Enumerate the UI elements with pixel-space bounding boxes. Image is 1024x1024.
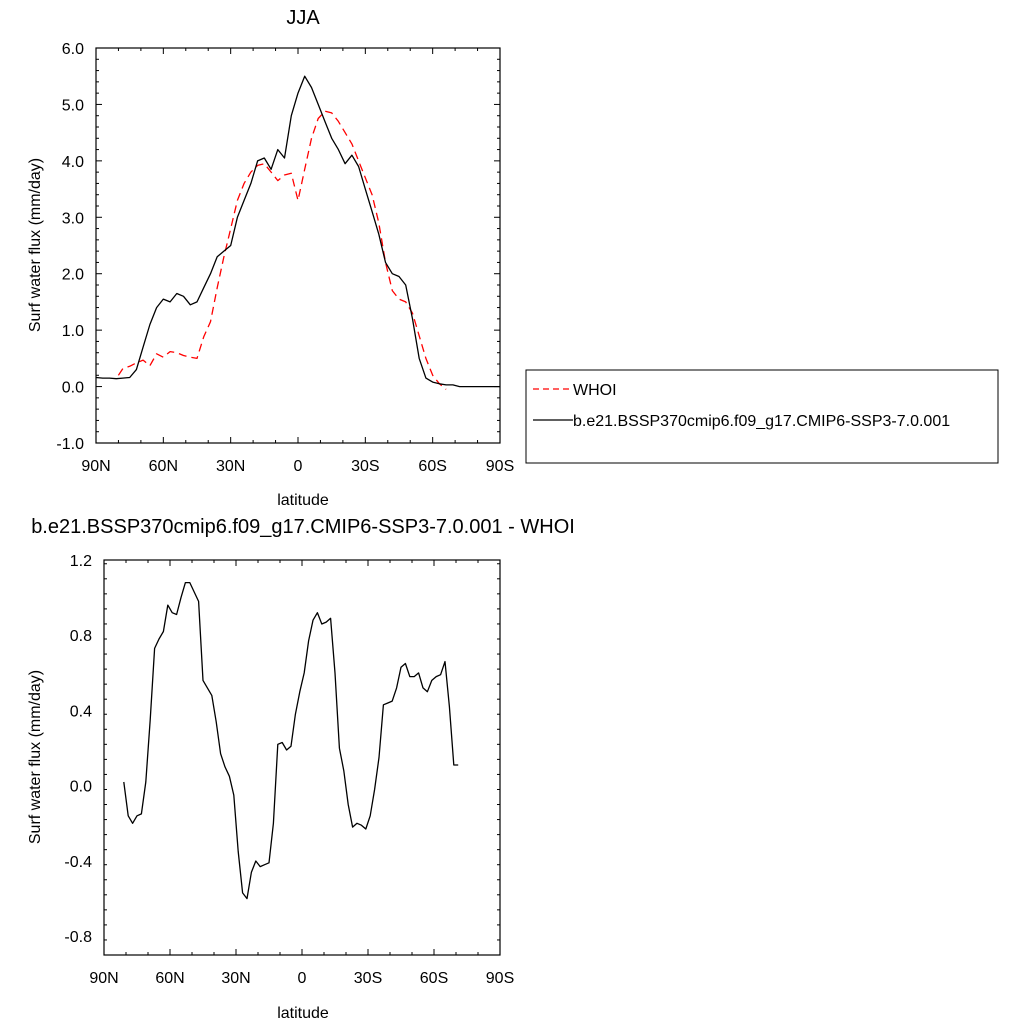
bottom-chart-title: b.e21.BSSP370cmip6.f09_g17.CMIP6-SSP3-7.… [31, 516, 575, 538]
top-y-tick-label: 2.0 [62, 267, 84, 284]
top-x-tick-label: 0 [294, 458, 303, 475]
bottom-y-tick-label: -0.4 [64, 854, 92, 871]
bottom-y-tick-label: -0.8 [64, 929, 92, 946]
top-x-tick-label: 90N [81, 458, 110, 475]
top-y-tick-label: 4.0 [62, 154, 84, 171]
bottom-panel: b.e21.BSSP370cmip6.f09_g17.CMIP6-SSP3-7.… [27, 516, 575, 1022]
top-chart-title: JJA [286, 7, 320, 29]
top-x-tick-label: 60S [418, 458, 446, 475]
bottom-x-tick-label: 60N [155, 970, 184, 987]
bottom-y-tick-label: 0.8 [70, 628, 92, 645]
bottom-x-tick-label: 30S [354, 970, 382, 987]
legend: WHOI b.e21.BSSP370cmip6.f09_g17.CMIP6-SS… [525, 369, 999, 464]
legend-label-whoi: WHOI [573, 382, 617, 399]
top-panel: JJA 90N 60N 30N 0 30S 60S 90S -1.0 0.0 1.0 2.0 3.0 4… [27, 7, 999, 509]
bottom-x-tick-label: 0 [298, 970, 307, 987]
top-series-line-1 [95, 75, 500, 388]
top-x-axis-label: latitude [277, 492, 329, 509]
top-y-tick-label: 1.0 [62, 323, 84, 340]
bottom-x-tick-label: 90N [89, 970, 118, 987]
top-y-tick-label: -1.0 [56, 436, 84, 453]
top-y-axis-label: Surf water flux (mm/day) [27, 158, 44, 332]
bottom-x-tick-label: 90S [486, 970, 514, 987]
top-x-tick-label: 30N [216, 458, 245, 475]
bottom-y-tick-label: 0.0 [70, 779, 92, 796]
top-axes: 90N 60N 30N 0 30S 60S 90S -1.0 0.0 1.0 2.0 3.0 4.0 5.… [56, 41, 514, 475]
bottom-x-tick-label: 60S [420, 970, 448, 987]
top-x-tick-label: 90S [486, 458, 514, 475]
bottom-series-line-0 [123, 581, 459, 900]
bottom-plot-frame [103, 559, 501, 956]
top-y-tick-label: 6.0 [62, 41, 84, 58]
bottom-x-axis-label: latitude [277, 1005, 329, 1022]
top-y-tick-label: 3.0 [62, 210, 84, 227]
top-x-tick-label: 60N [149, 458, 178, 475]
bottom-axes: 90N 60N 30N 0 30S 60S 90S -0.8 -0.4 0.0 0.4 0.8 1.2 [64, 553, 514, 987]
bottom-series-layer [123, 581, 459, 900]
top-plot-frame [95, 47, 501, 444]
bottom-y-axis-label: Surf water flux (mm/day) [27, 670, 44, 844]
legend-label-model: b.e21.BSSP370cmip6.f09_g17.CMIP6-SSP3-7.… [573, 413, 950, 430]
legend-box [525, 369, 999, 464]
top-y-tick-label: 5.0 [62, 97, 84, 114]
bottom-y-tick-label: 0.4 [70, 703, 92, 720]
top-y-tick-label: 0.0 [62, 380, 84, 397]
top-series-line-0 [117, 110, 447, 390]
top-series-layer [95, 75, 500, 390]
top-x-tick-label: 30S [351, 458, 379, 475]
bottom-y-tick-label: 1.2 [70, 553, 92, 570]
bottom-x-tick-label: 30N [221, 970, 250, 987]
